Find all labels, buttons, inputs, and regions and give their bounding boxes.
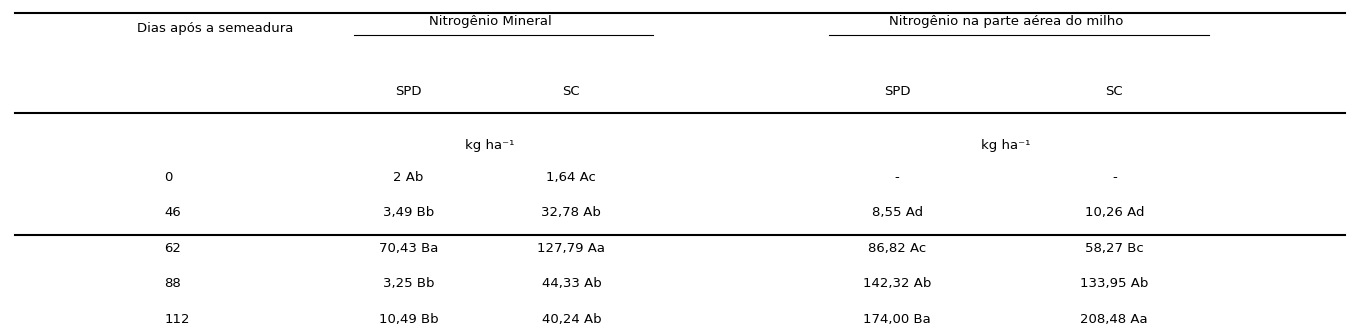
Text: 2 Ab: 2 Ab: [393, 171, 424, 184]
Text: 70,43 Ba: 70,43 Ba: [379, 242, 438, 255]
Text: 174,00 Ba: 174,00 Ba: [864, 313, 932, 326]
Text: SPD: SPD: [884, 85, 910, 98]
Text: 44,33 Ab: 44,33 Ab: [541, 277, 601, 290]
Text: 40,24 Ab: 40,24 Ab: [541, 313, 601, 326]
Text: 3,49 Bb: 3,49 Bb: [384, 206, 434, 219]
Text: 88: 88: [165, 277, 181, 290]
Text: 133,95 Ab: 133,95 Ab: [1080, 277, 1148, 290]
Text: Dias após a semeadura: Dias após a semeadura: [137, 22, 294, 35]
Text: SPD: SPD: [396, 85, 422, 98]
Text: Nitrogênio na parte aérea do milho: Nitrogênio na parte aérea do milho: [888, 15, 1123, 28]
Text: SC: SC: [1106, 85, 1123, 98]
Text: 0: 0: [165, 171, 173, 184]
Text: 46: 46: [165, 206, 181, 219]
Text: -: -: [1112, 171, 1117, 184]
Text: kg ha⁻¹: kg ha⁻¹: [981, 139, 1031, 152]
Text: 127,79 Aa: 127,79 Aa: [537, 242, 605, 255]
Text: 32,78 Ab: 32,78 Ab: [541, 206, 601, 219]
Text: 112: 112: [165, 313, 190, 326]
Text: SC: SC: [563, 85, 581, 98]
Text: 8,55 Ad: 8,55 Ad: [872, 206, 922, 219]
Text: 86,82 Ac: 86,82 Ac: [868, 242, 926, 255]
Text: 58,27 Bc: 58,27 Bc: [1085, 242, 1144, 255]
Text: 1,64 Ac: 1,64 Ac: [547, 171, 596, 184]
Text: 142,32 Ab: 142,32 Ab: [864, 277, 932, 290]
Text: 10,49 Bb: 10,49 Bb: [378, 313, 438, 326]
Text: Nitrogênio Mineral: Nitrogênio Mineral: [428, 15, 551, 28]
Text: 3,25 Bb: 3,25 Bb: [382, 277, 434, 290]
Text: -: -: [895, 171, 899, 184]
Text: kg ha⁻¹: kg ha⁻¹: [465, 139, 514, 152]
Text: 62: 62: [165, 242, 181, 255]
Text: 10,26 Ad: 10,26 Ad: [1084, 206, 1144, 219]
Text: 208,48 Aa: 208,48 Aa: [1080, 313, 1148, 326]
